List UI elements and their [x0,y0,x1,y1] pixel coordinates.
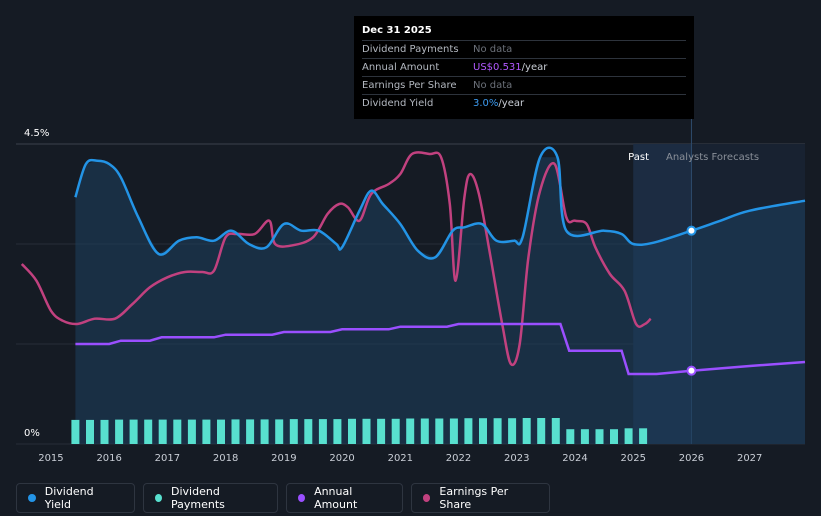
tooltip-row-earnings-per-share: Earnings Per Share No data [362,77,686,95]
payment-bar [508,418,517,444]
tooltip-label: Dividend Yield [362,98,434,109]
payment-bar [624,428,633,444]
tooltip-unit: /year [498,98,525,109]
tooltip-unit: /year [521,62,548,73]
x-tick-label: 2022 [446,453,471,464]
payment-bar [115,419,124,444]
payment-bar [580,429,589,444]
forecast-region-label: Analysts Forecasts [666,152,759,163]
x-tick-label: 2015 [38,453,63,464]
payment-bar [158,419,167,444]
payment-bar [333,419,342,444]
dividend-yield-marker [686,225,697,236]
payment-bar [129,419,138,444]
payment-bar [449,418,458,444]
payment-bar [173,419,182,444]
payment-bar [144,419,153,444]
payment-bar [187,419,196,444]
chart-legend: Dividend Yield Dividend Payments Annual … [16,483,550,513]
tooltip-label: Dividend Payments [362,44,459,55]
tooltip-row-dividend-payments: Dividend Payments No data [362,41,686,59]
tooltip-label: Annual Amount [362,62,440,73]
legend-item-annual-amount[interactable]: Annual Amount [286,483,403,513]
tooltip-value: US$0.531 [473,62,522,73]
legend-dot-icon [298,494,306,502]
payment-bar [362,418,371,444]
x-tick-label: 2025 [620,453,645,464]
tooltip-date: Dec 31 2025 [362,22,686,41]
legend-dot-icon [28,494,36,502]
tooltip-value: 3.0% [473,98,499,109]
annual-amount-marker [686,365,697,376]
payment-bar [318,419,327,444]
x-tick-label: 2016 [96,453,121,464]
payment-bar [246,419,255,444]
legend-dot-icon [155,494,162,502]
payment-bar [377,418,386,444]
payment-bar [406,418,415,444]
tooltip-label: Earnings Per Share [362,80,457,91]
payment-bar [100,419,109,444]
payment-bar [479,418,487,444]
payment-bar [420,418,429,444]
legend-dot-icon [423,494,431,502]
tooltip-value: No data [473,80,513,91]
data-tooltip: Dec 31 2025 Dividend Payments No data An… [354,16,694,119]
legend-item-dividend-payments[interactable]: Dividend Payments [143,483,278,513]
legend-label: Dividend Payments [171,485,225,511]
payment-bar [595,429,604,444]
x-tick-label: 2021 [388,453,413,464]
annual-amount-line [75,322,806,376]
legend-label: Dividend Yield [44,485,94,511]
tooltip-row-annual-amount: Annual Amount US$0.531/year [362,59,686,77]
x-tick-label: 2017 [155,453,180,464]
y-tick-max: 4.5% [24,128,49,139]
payment-bar [260,419,269,444]
yield-area [75,157,805,445]
legend-label: Annual Amount [314,485,358,511]
payment-bar [71,419,80,444]
legend-item-earnings-per-share[interactable]: Earnings Per Share [411,483,550,513]
legend-label: Earnings Per Share [439,485,509,511]
x-tick-label: 2024 [562,453,587,464]
payment-bar [217,419,225,444]
payment-bar [202,419,211,444]
x-tick-label: 2018 [213,453,238,464]
payment-bar [639,428,648,444]
payment-bar [537,418,546,444]
payment-bar [348,418,356,444]
dividend-yield-line [74,146,806,260]
payment-bar [566,429,575,444]
payment-bar [289,419,298,444]
x-tick-label: 2026 [679,453,704,464]
payment-bar [610,429,618,444]
payment-bar [86,419,94,444]
payment-bar [304,419,313,444]
x-tick-label: 2019 [271,453,296,464]
legend-item-dividend-yield[interactable]: Dividend Yield [16,483,135,513]
payment-bar [464,418,473,444]
tooltip-value: No data [473,44,513,55]
payment-bar [231,419,240,444]
payment-bar [493,418,502,444]
payment-bar [275,419,284,444]
payment-bar [522,418,531,444]
tooltip-row-dividend-yield: Dividend Yield 3.0%/year [362,95,686,112]
payment-bar [551,418,560,444]
payment-bar [435,418,444,444]
x-tick-label: 2023 [504,453,529,464]
payment-bar [391,418,400,444]
x-tick-label: 2020 [329,453,354,464]
y-tick-min: 0% [24,428,40,439]
past-region-label: Past [628,152,649,163]
x-tick-label: 2027 [737,453,762,464]
